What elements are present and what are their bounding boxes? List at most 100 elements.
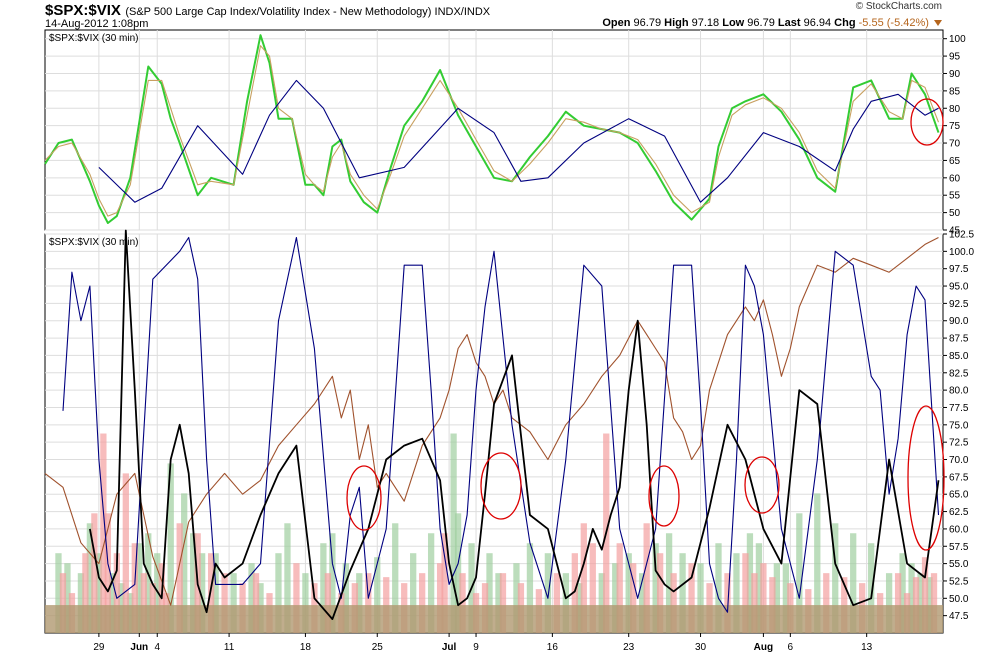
volume-bar-green	[95, 553, 103, 633]
volume-bar-green	[899, 553, 906, 633]
chart-header: $SPX:$VIX (S&P 500 Large Cap Index/Volat…	[0, 0, 990, 32]
x-tick-label: 29	[93, 642, 105, 653]
volume-bar-green	[526, 543, 534, 633]
stockcharts-logo[interactable]: © StockCharts.com	[855, 1, 942, 12]
volume-bar-green	[356, 573, 363, 633]
low-value: 96.79	[747, 17, 775, 29]
high-value: 97.18	[691, 17, 720, 29]
last-label: Last	[777, 17, 801, 29]
highlight-ellipse	[907, 405, 945, 551]
volume-bar-green	[814, 493, 821, 633]
volume-bar-pink	[293, 563, 300, 633]
volume-bar-green	[715, 543, 722, 633]
x-tick-label: Jun	[130, 642, 148, 653]
volume-bar-green	[885, 573, 893, 633]
volume-bar-green	[342, 563, 349, 633]
volume-bar-green	[746, 533, 754, 633]
volume-bar-green	[612, 563, 619, 633]
volume-bar-green	[320, 543, 327, 633]
volume-bar-pink	[131, 543, 138, 633]
series-line-2	[62, 236, 940, 613]
highlight-ellipse	[480, 452, 522, 520]
volume-bar-pink	[104, 513, 112, 633]
y-tick-label: 65	[949, 156, 961, 167]
volume-bar-pink	[441, 533, 448, 633]
series-line-3	[98, 79, 939, 203]
volume-bar-pink	[436, 563, 444, 633]
y-tick-label: 90.0	[949, 316, 969, 327]
chart-title: $SPX:$VIX (S&P 500 Large Cap Index/Volat…	[45, 2, 490, 20]
y-tick-label: 77.5	[949, 403, 969, 414]
open-label: Open	[602, 17, 631, 29]
volume-bar-green	[679, 553, 686, 633]
series-line-3	[89, 229, 940, 620]
volume-bar-green	[212, 553, 219, 633]
symbol: $SPX:$VIX	[45, 2, 121, 19]
symbol-description: (S&P 500 Large Cap Index/Volatility Inde…	[125, 6, 491, 18]
volume-bar-green	[917, 573, 924, 633]
y-tick-label: 45	[949, 226, 961, 237]
open-value: 96.79	[633, 17, 662, 29]
y-tick-label: 102.5	[949, 230, 974, 241]
volume-bar-green	[181, 493, 188, 633]
volume-bar-pink	[930, 573, 938, 633]
volume-bar-green	[275, 553, 282, 633]
volume-bar-green	[652, 543, 659, 633]
volume-bar-pink	[140, 573, 147, 633]
volume-bar-pink	[921, 557, 929, 633]
volume-bar-green	[773, 563, 781, 633]
y-tick-label: 75	[949, 121, 961, 132]
volume-bar-pink	[630, 563, 637, 633]
volume-bar-pink	[91, 513, 98, 633]
volume-bar-pink	[742, 553, 749, 633]
volume-bar-pink	[59, 573, 67, 633]
x-tick-label: 13	[861, 642, 873, 653]
volume-bar-pink	[643, 523, 650, 633]
y-tick-label: 97.5	[949, 264, 969, 275]
volume-bar-green	[199, 553, 206, 633]
volume-bar-pink	[100, 433, 107, 633]
x-tick-label: 25	[372, 642, 384, 653]
volume-bar-green	[145, 533, 152, 633]
down-arrow-icon	[934, 20, 942, 27]
x-tick-label: 30	[695, 642, 707, 653]
volume-bar-pink	[176, 523, 183, 633]
volume-bar-green	[495, 573, 502, 633]
y-tick-label: 57.5	[949, 542, 969, 553]
volume-bar-pink	[571, 553, 578, 633]
volume-bar-green	[167, 463, 174, 633]
volume-bar-green	[154, 553, 161, 633]
volume-bar-green	[230, 573, 237, 633]
chart-panel-2: 47.5 50.0 52.5 55.0 57.5 60.0 62.5 65.0 67.5 70.0…	[44, 229, 974, 634]
volume-bar-green	[77, 573, 85, 633]
volume-bar-pink	[499, 573, 507, 633]
volume-bar-green	[329, 533, 336, 633]
volume-bar-pink	[122, 473, 129, 633]
panel-frame	[44, 29, 944, 231]
volume-base-band	[45, 605, 943, 633]
highlight-ellipse	[744, 456, 780, 514]
y-tick-label: 85	[949, 86, 961, 97]
volume-bar-pink	[670, 573, 677, 633]
volume-bar-pink	[459, 573, 466, 633]
low-label: Low	[722, 17, 745, 29]
volume-bar-green	[755, 543, 763, 633]
volume-bar-pink	[419, 573, 426, 633]
volume-bar-pink	[616, 543, 623, 633]
volume-bar-green	[109, 573, 116, 633]
x-tick-label: Aug	[754, 642, 773, 653]
panel-label: $SPX:$VIX (30 min)	[49, 33, 138, 44]
y-tick-label: 52.5	[949, 576, 969, 587]
volume-bar-green	[190, 533, 197, 633]
volume-bar-pink	[113, 553, 120, 633]
x-tick-label: 16	[547, 642, 559, 653]
volume-bar-pink	[589, 543, 596, 633]
volume-bar-green	[562, 573, 569, 633]
y-tick-label: 87.5	[949, 334, 969, 345]
y-tick-label: 65.0	[949, 490, 969, 501]
volume-bar-green	[625, 553, 632, 633]
y-tick-label: 55	[949, 191, 961, 202]
volume-bar-green	[832, 523, 839, 633]
volume-bar-pink	[724, 573, 731, 633]
y-tick-label: 60.0	[949, 524, 969, 535]
